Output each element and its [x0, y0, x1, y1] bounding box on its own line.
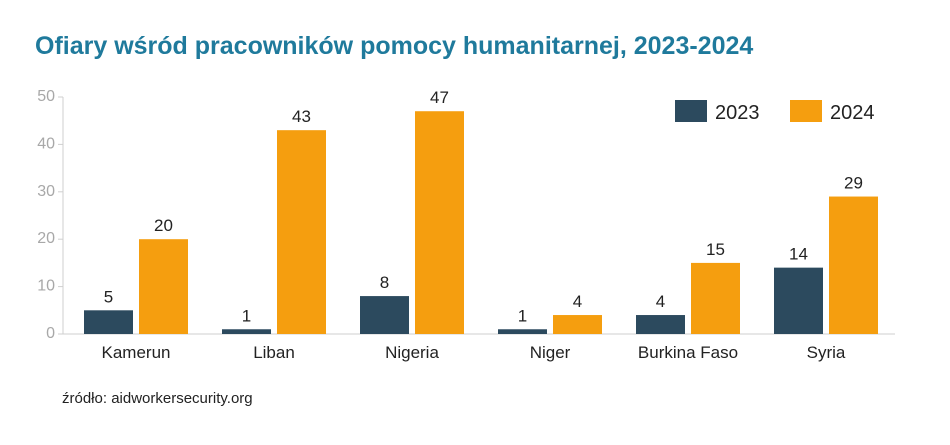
legend-swatch-2023	[675, 100, 707, 122]
legend-label-2023: 2023	[715, 102, 760, 124]
data-label: 14	[789, 245, 808, 264]
data-label: 15	[706, 240, 725, 259]
bar-niger-2023	[498, 329, 547, 334]
bar-liban-2023	[222, 329, 271, 334]
data-label: 8	[380, 273, 389, 292]
x-axis-labels: Kamerun Liban Nigeria Niger Burkina Faso Syri…	[102, 343, 846, 362]
bar-nigeria-2023	[360, 296, 409, 334]
y-tick-label: 0	[46, 325, 55, 342]
data-label: 47	[430, 88, 449, 107]
bar-liban-2024	[277, 130, 326, 334]
y-tick-label: 10	[37, 278, 55, 295]
data-label: 4	[656, 292, 665, 311]
bars	[84, 111, 878, 334]
data-label: 20	[154, 216, 173, 235]
bar-niger-2024	[553, 315, 602, 334]
bar-syria-2023	[774, 267, 823, 334]
legend: 2023 2024	[675, 100, 875, 124]
category-label: Niger	[530, 343, 571, 362]
bar-nigeria-2024	[415, 111, 464, 334]
category-label: Liban	[253, 343, 295, 362]
category-label: Syria	[807, 343, 846, 362]
bar-kamerun-2023	[84, 310, 133, 334]
bar-burkina-faso-2023	[636, 315, 685, 334]
y-tick-label: 50	[37, 88, 55, 105]
bar-syria-2024	[829, 196, 878, 334]
category-label: Kamerun	[102, 343, 171, 362]
data-label: 1	[242, 306, 251, 325]
data-label: 1	[518, 306, 527, 325]
y-tick-label: 30	[37, 183, 55, 200]
legend-swatch-2024	[790, 100, 822, 122]
chart-title: Ofiary wśród pracowników pomocy humanita…	[35, 32, 753, 60]
data-label: 29	[844, 174, 863, 193]
data-label: 4	[573, 292, 582, 311]
y-tick-label: 20	[37, 230, 55, 247]
bar-kamerun-2024	[139, 239, 188, 334]
data-label: 5	[104, 287, 113, 306]
data-label: 43	[292, 107, 311, 126]
source-note: źródło: aidworkersecurity.org	[62, 390, 253, 407]
category-label: Burkina Faso	[638, 343, 738, 362]
y-tick-label: 40	[37, 135, 55, 152]
y-axis: 0 10 20 30 40 50	[37, 88, 895, 342]
bar-burkina-faso-2024	[691, 262, 740, 334]
category-label: Nigeria	[385, 343, 439, 362]
legend-label-2024: 2024	[830, 102, 875, 124]
